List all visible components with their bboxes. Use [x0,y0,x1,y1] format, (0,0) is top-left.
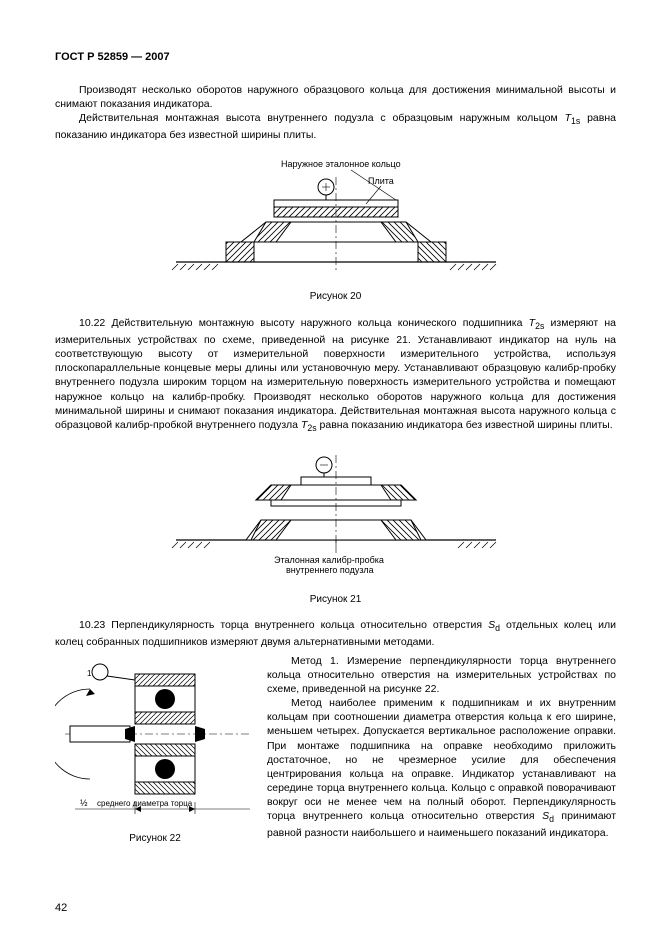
figure-21-caption: Рисунок 21 [55,593,616,607]
p4-a: 10.23 Перпендикулярность торца внутренне… [79,619,488,631]
p3-c: равна показанию индикатора без известной… [317,419,613,431]
fig20-label-ring: Наружное эталонное кольцо [281,159,401,169]
figure-21: Эталонная калибр-пробка внутреннего поду… [55,445,616,589]
fig21-label-1: Эталонная калибр-пробка [274,555,384,565]
figure-22-caption: Рисунок 22 [55,832,255,846]
paragraph-3: 10.22 Действительную монтажную высоту на… [55,316,616,435]
p2-sub: 1s [571,116,580,126]
paragraph-5: Метод 1. Измерение перпендикулярности то… [267,654,616,697]
paragraph-1: Производят несколько оборотов наружного … [55,83,616,111]
fig22-half: ½ [80,798,88,808]
p3-sub: 2s [535,321,544,331]
p3-a: 10.22 Действительную монтажную высоту на… [79,317,529,329]
figure-20-caption: Рисунок 20 [55,290,616,304]
paragraph-4: 10.23 Перпендикулярность торца внутренне… [55,618,616,649]
fig20-label-plate: Плита [368,176,394,186]
p3-sub2: 2s [307,423,316,433]
paragraph-2: Действительная монтажная высота внутренн… [55,111,616,142]
figure-22: 1 ½ среднего диаметра торца [55,654,255,828]
figure-20: Наружное эталонное кольцо Плита [55,152,616,286]
p2-text-a: Действительная монтажная высота внутренн… [79,112,565,124]
p3-b: измеряют на измерительных устройствах по… [55,317,616,431]
document-header: ГОСТ Р 52859 — 2007 [55,50,616,65]
p6-a: Метод наиболее применим к подшипникам и … [267,697,616,822]
fig21-label-2: внутреннего подузла [286,565,374,575]
page-number: 42 [55,901,67,916]
paragraph-6: Метод наиболее применим к подшипникам и … [267,696,616,840]
fig22-mid-label: среднего диаметра торца [97,799,193,808]
svg-text:1: 1 [87,669,92,678]
